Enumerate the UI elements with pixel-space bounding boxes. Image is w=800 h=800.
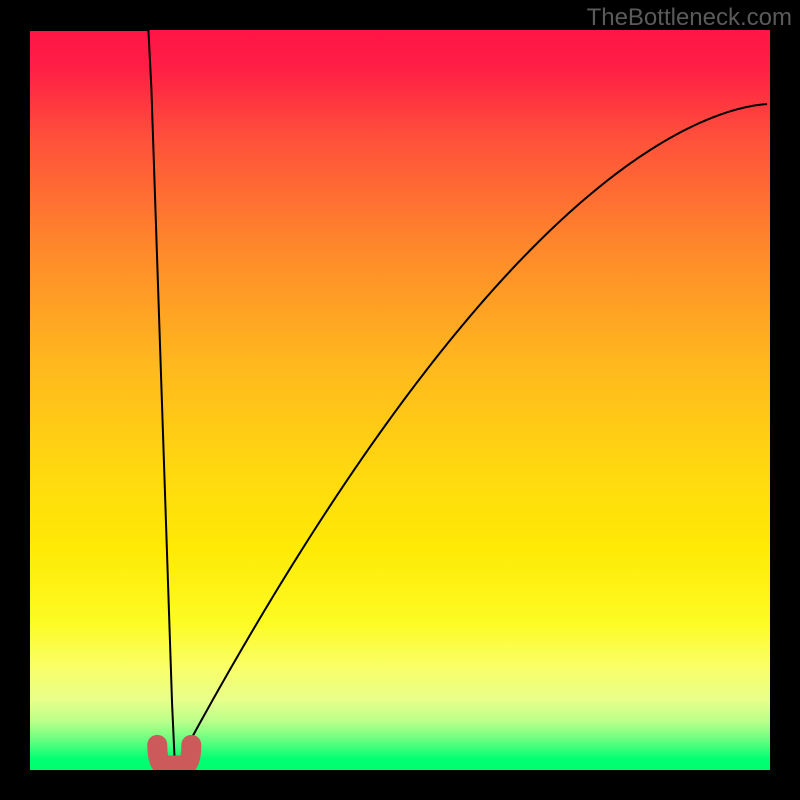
watermark-text: TheBottleneck.com	[587, 4, 792, 32]
bottleneck-chart	[0, 0, 800, 800]
chart-container: TheBottleneck.com	[0, 0, 800, 800]
